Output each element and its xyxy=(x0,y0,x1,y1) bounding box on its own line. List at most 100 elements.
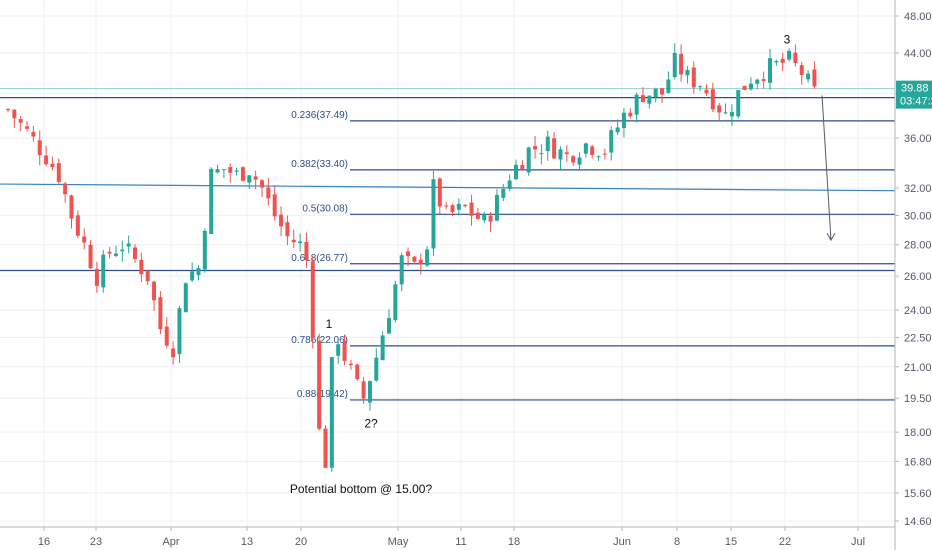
last-price-value: 39.88 xyxy=(901,83,929,95)
y-tick-label: 19.50 xyxy=(904,393,932,405)
candle-body xyxy=(717,105,722,113)
candle-body xyxy=(399,255,404,285)
candle-body xyxy=(361,381,366,399)
y-tick-label: 21.00 xyxy=(904,362,932,374)
candle-body xyxy=(621,112,626,129)
candle-body xyxy=(526,147,531,173)
y-tick-label: 44.00 xyxy=(904,48,932,60)
y-tick-label: 28.00 xyxy=(904,240,932,252)
candle-body xyxy=(215,169,220,173)
candle-body xyxy=(806,73,811,80)
wave-annotation: 3 xyxy=(784,32,791,46)
x-tick-label: 18 xyxy=(508,536,520,548)
x-tick-label: 16 xyxy=(38,536,50,548)
x-tick-label: Apr xyxy=(162,536,179,548)
candle-body xyxy=(774,61,779,63)
candle-body xyxy=(75,215,80,236)
candle-body xyxy=(152,281,157,301)
price-axis[interactable]: 14.60 15.60 16.80 18.00 19.50 21.00 22.50 24.00… xyxy=(894,0,932,550)
candle-body xyxy=(44,155,49,165)
candle-body xyxy=(412,256,417,262)
candle-body xyxy=(101,254,106,288)
last-price-badge xyxy=(896,80,932,109)
candle-body xyxy=(577,157,582,165)
candle-body xyxy=(704,89,709,94)
candle-body xyxy=(475,212,480,219)
candle-body xyxy=(729,112,734,117)
candle-body xyxy=(310,261,315,338)
candle-body xyxy=(260,180,264,188)
candle-body xyxy=(253,176,258,180)
candle-body xyxy=(615,127,620,133)
candle-body xyxy=(583,143,588,154)
candle-body xyxy=(456,203,461,210)
candle-body xyxy=(25,126,30,129)
x-tick-label: May xyxy=(388,536,409,548)
candle-body xyxy=(742,85,747,90)
x-tick-label: Jun xyxy=(613,536,631,548)
x-tick-label: 11 xyxy=(455,536,466,548)
candle-body xyxy=(291,239,296,243)
candle-body xyxy=(787,50,792,60)
candle-body xyxy=(164,326,169,346)
candles xyxy=(6,43,817,472)
y-tick-label: 15.60 xyxy=(904,488,932,500)
candle-body xyxy=(336,344,341,356)
candle-body xyxy=(679,53,684,75)
candle-body xyxy=(501,189,506,198)
candle-body xyxy=(596,156,601,158)
candle-body xyxy=(406,251,411,256)
candle-body xyxy=(94,268,99,286)
x-tick-label: 22 xyxy=(779,536,791,548)
fib-level-label: 0.618(26.77) xyxy=(291,253,348,264)
fib-level-label: 0.88(19.42) xyxy=(297,389,348,400)
candle-body xyxy=(82,236,87,243)
candle-body xyxy=(190,271,195,281)
candle-body xyxy=(298,241,303,244)
candle-body xyxy=(393,284,398,320)
x-tick-label: 8 xyxy=(674,536,680,548)
fib-level-label: 0.5(30.08) xyxy=(302,203,348,214)
candle-body xyxy=(539,153,544,155)
candle-body xyxy=(660,88,665,95)
candle-body xyxy=(514,164,518,180)
trend-line xyxy=(0,183,896,192)
candle-body xyxy=(463,204,468,207)
candle-body xyxy=(12,109,17,119)
fib-level-label: 0.236(37.49) xyxy=(291,110,348,121)
candle-body xyxy=(564,152,569,155)
candle-body xyxy=(202,230,207,270)
candle-body xyxy=(63,183,68,195)
candle-body xyxy=(279,214,284,227)
candle-body xyxy=(469,202,474,216)
candle-body xyxy=(317,340,322,429)
x-tick-label: Jul xyxy=(851,536,865,548)
candle-body xyxy=(425,249,430,266)
y-tick-label: 22.50 xyxy=(904,332,932,344)
candle-body xyxy=(285,222,290,237)
candle-body xyxy=(437,178,442,207)
y-tick-label: 30.00 xyxy=(904,210,932,222)
candle-body xyxy=(69,195,74,219)
y-tick-label: 36.00 xyxy=(904,133,932,145)
candle-body xyxy=(171,348,176,358)
projection-arrow-head xyxy=(826,232,836,242)
candle-body xyxy=(367,381,372,403)
candle-body xyxy=(272,194,277,217)
candle-body xyxy=(736,90,741,117)
y-tick-label: 18.00 xyxy=(904,427,932,439)
candle-body xyxy=(240,167,245,181)
candle-body xyxy=(602,153,607,155)
candle-body xyxy=(348,363,353,366)
candle-body xyxy=(418,259,423,265)
candle-body xyxy=(507,180,512,189)
candle-body xyxy=(761,79,766,82)
projection-arrow-line xyxy=(821,95,832,241)
annotations: 1 2? 3 Potential bottom @ 15.00? xyxy=(290,32,836,496)
candle-body xyxy=(431,179,436,249)
candle-body xyxy=(748,83,753,90)
time-axis[interactable]: 16 23 Apr 13 20 May 11 18 Jun 8 15 22 Jul xyxy=(0,526,895,548)
candle-body xyxy=(247,175,252,183)
candle-body xyxy=(56,163,61,183)
